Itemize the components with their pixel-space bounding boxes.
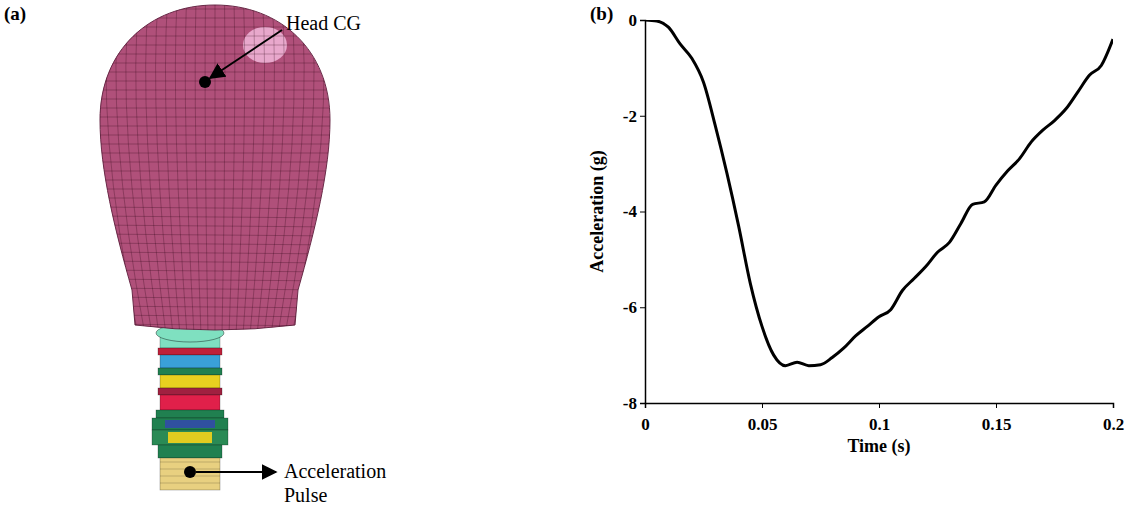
- neck-segment: [158, 388, 222, 395]
- mesh-line: [236, 0, 245, 335]
- tick-mark: [640, 116, 645, 117]
- pulse-dot: [184, 466, 196, 478]
- mesh-line: [156, 0, 173, 335]
- neck-segment: [156, 410, 224, 418]
- neck-mesh: [160, 462, 220, 463]
- tick: 0.2: [1103, 403, 1124, 434]
- plot-area: [645, 20, 1113, 366]
- mesh-line: [285, 0, 314, 335]
- tick-mark: [879, 403, 880, 408]
- tick: -6: [623, 298, 645, 317]
- neck-segment: [160, 375, 220, 388]
- tick-label: -8: [623, 394, 637, 413]
- tick: -4: [623, 202, 645, 221]
- y-axis-title: Acceleration (g): [587, 150, 608, 272]
- head-cg-dot: [199, 76, 211, 88]
- mesh-line: [195, 0, 201, 335]
- mesh-line: [185, 0, 194, 335]
- head-mesh: [90, 0, 340, 335]
- tick-mark: [762, 403, 763, 408]
- tick: 0.1: [869, 403, 890, 434]
- mesh-line: [106, 0, 138, 335]
- neck-segment: [165, 420, 215, 428]
- mesh-line: [271, 0, 294, 335]
- neck-segment: [160, 395, 220, 410]
- neck-segment: [152, 418, 228, 430]
- tick-mark: [996, 403, 997, 408]
- mesh-line: [205, 0, 208, 335]
- tick: -2: [623, 107, 645, 126]
- tick-label: -2: [623, 107, 637, 126]
- x-axis: 0 0.05 0.1 0.15 0.2: [641, 403, 1124, 434]
- mesh-line: [229, 0, 235, 335]
- mesh-line: [96, 0, 131, 335]
- neck-segment: [158, 445, 222, 458]
- annotation: Head CG: [286, 12, 361, 34]
- tick-label: -4: [623, 202, 638, 221]
- tick: 0.15: [982, 403, 1012, 434]
- y-axis: 0 -2 -4 -6 -8: [623, 11, 646, 413]
- neck-segment: [168, 432, 212, 443]
- arrow: [196, 471, 276, 473]
- mesh-line: [257, 0, 274, 335]
- tick-label: 0.1: [869, 415, 890, 434]
- tick-mark: [640, 403, 645, 404]
- tick: 0: [641, 403, 650, 434]
- tick-mark: [640, 212, 645, 213]
- neck-mesh: [160, 483, 220, 484]
- neck-segment: [160, 355, 220, 368]
- tick-mark: [640, 307, 645, 308]
- neck-segment: [158, 348, 222, 355]
- tick: 0: [629, 11, 646, 30]
- neck-segment: [158, 368, 222, 375]
- neck: [152, 337, 228, 490]
- mesh-line: [299, 0, 334, 335]
- tick-label: 0.05: [748, 415, 778, 434]
- tick-label: 0: [641, 415, 650, 434]
- tick-label: 0.2: [1103, 415, 1124, 434]
- mesh-line: [90, 333, 340, 335]
- panel-label: (a): [4, 3, 26, 25]
- panel-label: (b): [590, 3, 613, 25]
- neck-segment: [160, 458, 220, 490]
- arrow: [210, 30, 282, 78]
- tick-mark: [1113, 403, 1114, 408]
- tick: 0.05: [748, 403, 778, 434]
- axis-line: [640, 21, 646, 404]
- tick-label: 0.15: [982, 415, 1012, 434]
- mesh-line: [215, 0, 216, 335]
- tick-label: -6: [623, 298, 637, 317]
- mesh-line: [126, 0, 152, 335]
- axis-line: [646, 404, 1114, 409]
- tick-mark: [640, 20, 645, 21]
- diagram-panel: (a) Head CG AccelerationPulse: [4, 0, 386, 506]
- neck-segment: [152, 430, 228, 445]
- mesh-line: [278, 0, 304, 335]
- annotation: AccelerationPulse: [284, 460, 386, 506]
- mesh-line: [222, 0, 225, 335]
- mesh-line: [292, 0, 324, 335]
- x-axis-title: Time (s): [847, 436, 910, 457]
- mesh-line: [165, 0, 180, 335]
- mesh-line: [264, 0, 284, 335]
- tick-label: 0: [629, 11, 638, 30]
- tick: -8: [623, 394, 645, 413]
- data-line: [645, 20, 1113, 366]
- chart-panel: (b) 0 0.05 0.1 0.15 0.2 0 -2 -4 -6 -8 Time (s) Accel…: [587, 3, 1124, 457]
